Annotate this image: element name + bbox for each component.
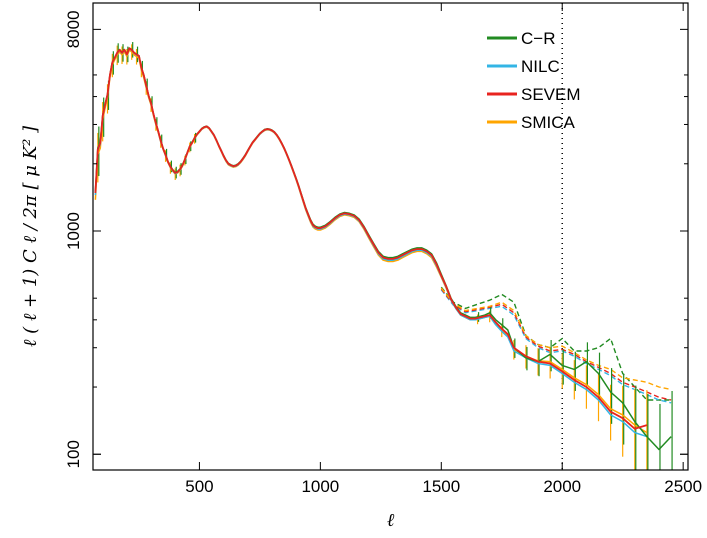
plot-layer: [94, 3, 673, 470]
y-axis-label: ℓ ( ℓ + 1) C ℓ / 2π [ μ K² ]: [20, 125, 41, 347]
legend-label: C−R: [521, 29, 555, 48]
dashed-series-line: [440, 287, 672, 391]
dashed-series-line: [440, 289, 672, 404]
ticks-layer: 500 1000 1500 2000 2500 100 1000 8000: [64, 3, 702, 496]
x-tick-label: 1500: [422, 477, 460, 496]
x-tick-label: 500: [185, 477, 213, 496]
y-tick-label: 8000: [64, 10, 83, 48]
x-tick-label: 2500: [664, 477, 702, 496]
x-axis-label: ℓ: [387, 510, 395, 531]
legend-label: SMICA: [521, 113, 576, 132]
x-tick-label: 1000: [301, 477, 339, 496]
plot-frame: [92, 2, 689, 471]
legend-label: NILC: [521, 57, 560, 76]
dashed-series-line: [440, 288, 672, 401]
dashed-series-line: [440, 286, 672, 401]
y-tick-label: 100: [64, 440, 83, 468]
legend: C−R NILC SEVEM SMICA: [487, 29, 581, 132]
x-tick-label: 2000: [543, 477, 581, 496]
series-line-sevem: [94, 47, 648, 430]
y-tick-label: 1000: [64, 212, 83, 250]
legend-label: SEVEM: [521, 85, 581, 104]
